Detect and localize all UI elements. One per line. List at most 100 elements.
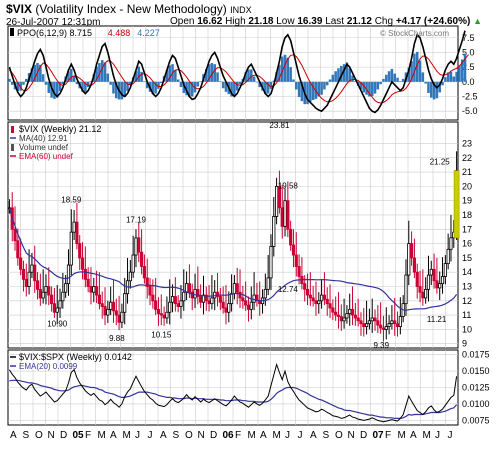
ppo-histogram-bar — [179, 81, 183, 88]
ppo-histogram-bar — [188, 81, 191, 98]
price-bar — [381, 327, 386, 330]
ppo-histogram-bar — [266, 81, 270, 94]
price-tick-label: 10 — [462, 324, 472, 334]
price-bar — [241, 297, 245, 302]
price-bar — [440, 276, 445, 285]
ppo-histogram-bar — [370, 81, 374, 96]
price-bar — [266, 277, 270, 290]
price-annotation: 10.90 — [47, 320, 68, 329]
price-bar — [120, 311, 124, 323]
price-bar — [182, 291, 186, 302]
ppo-histogram-bar — [238, 81, 242, 85]
price-bar — [446, 248, 450, 265]
price-bar — [303, 283, 307, 290]
ppo-histogram-bar — [72, 75, 76, 82]
price-bar — [52, 303, 56, 313]
ppo-histogram-bar — [438, 81, 441, 93]
price-bar — [308, 294, 312, 299]
price-bar — [103, 306, 107, 316]
ppo-histogram-bar — [365, 81, 368, 95]
ppo-histogram-bar — [413, 53, 416, 82]
quote-line: Open 16.62 High 21.18 Low 16.39 Last 21.… — [170, 16, 482, 27]
ppo-histogram-bar — [199, 81, 202, 82]
x-tick-label: M — [248, 430, 256, 441]
ppo-histogram-bar — [50, 81, 53, 98]
price-legend-item: Volume undef — [19, 143, 69, 152]
x-tick-label: A — [110, 430, 117, 441]
ppo-histogram-bar — [106, 73, 110, 82]
index-name: (Volatility Index - New Methodology) — [35, 2, 227, 16]
price-bar — [21, 268, 26, 280]
ppo-legend-item: PPO(6,12,9) 8.715 — [17, 28, 92, 38]
price-bar — [404, 274, 408, 305]
price-bar — [193, 288, 197, 299]
x-tick-label: N — [348, 430, 355, 441]
price-bar — [311, 297, 315, 302]
ppo-histogram-bar — [244, 72, 247, 82]
x-tick-label: A — [260, 430, 267, 441]
ppo-histogram-bar — [449, 71, 453, 82]
price-bar — [365, 323, 369, 327]
price-bar — [100, 303, 104, 307]
price-bar — [339, 316, 343, 322]
x-tick-label: D — [210, 430, 217, 441]
ppo-histogram-bar — [176, 79, 180, 82]
x-tick-label: A — [160, 430, 167, 441]
price-bar — [86, 278, 90, 287]
price-tick-label: 9 — [462, 339, 467, 349]
x-tick-label: D — [60, 430, 67, 441]
price-bar — [207, 300, 211, 305]
price-bar — [325, 298, 329, 305]
ppo-histogram-bar — [33, 64, 36, 82]
ppo-histogram-bar — [385, 74, 388, 82]
ppo-histogram-bar — [115, 81, 118, 99]
ppo-histogram-bar — [407, 67, 411, 82]
ppo-histogram-bar — [213, 64, 216, 82]
ppo-tick-label: -5.0 — [462, 106, 478, 116]
price-bar — [210, 297, 214, 305]
price-bar — [154, 300, 158, 310]
price-bar — [331, 307, 335, 313]
ppo-signal-line — [9, 54, 469, 104]
price-bar — [387, 323, 391, 327]
ppo-histogram-bar — [264, 81, 267, 94]
low-label: Low — [276, 16, 295, 27]
ppo-histogram-bar — [120, 81, 124, 100]
price-bar — [373, 317, 377, 322]
price-bar — [16, 240, 20, 259]
ppo-histogram-bar — [393, 73, 396, 82]
ppo-histogram-bar — [435, 81, 439, 99]
price-bar — [137, 237, 141, 253]
price-bar — [362, 323, 366, 327]
price-bar — [145, 277, 149, 287]
price-bar — [123, 293, 127, 313]
price-bar — [322, 294, 326, 300]
x-tick-label: O — [185, 430, 193, 441]
ppo-histogram-bar — [424, 81, 427, 84]
ppo-histogram-bar — [61, 81, 65, 85]
ppo-histogram-bar — [345, 62, 349, 82]
ppo-histogram-bar — [452, 76, 456, 82]
price-bar — [218, 296, 222, 303]
price-legend-swatch — [11, 126, 14, 133]
price-bar — [187, 283, 191, 293]
ppo-histogram-bar — [25, 78, 28, 82]
price-annotation: 9.39 — [373, 341, 389, 350]
price-bar — [353, 314, 357, 319]
price-bar — [426, 274, 431, 290]
ppo-histogram-bar — [221, 81, 225, 89]
ppo-histogram-bar — [415, 51, 419, 82]
ppo-histogram-bar — [207, 64, 211, 82]
ppo-histogram-bar — [95, 66, 98, 82]
ppo-histogram-bar — [143, 81, 146, 82]
ppo-histogram-bar — [8, 78, 11, 82]
ppo-histogram-bar — [258, 81, 261, 88]
price-bar — [348, 308, 352, 315]
ppo-histogram-bar — [134, 71, 138, 82]
price-bar — [269, 246, 273, 279]
ppo-histogram-bar — [47, 81, 51, 93]
ppo-histogram-bar — [295, 81, 298, 90]
price-tick-label: 20 — [462, 181, 472, 191]
ppo-histogram-bar — [41, 74, 45, 82]
x-tick-label: F — [385, 430, 391, 441]
